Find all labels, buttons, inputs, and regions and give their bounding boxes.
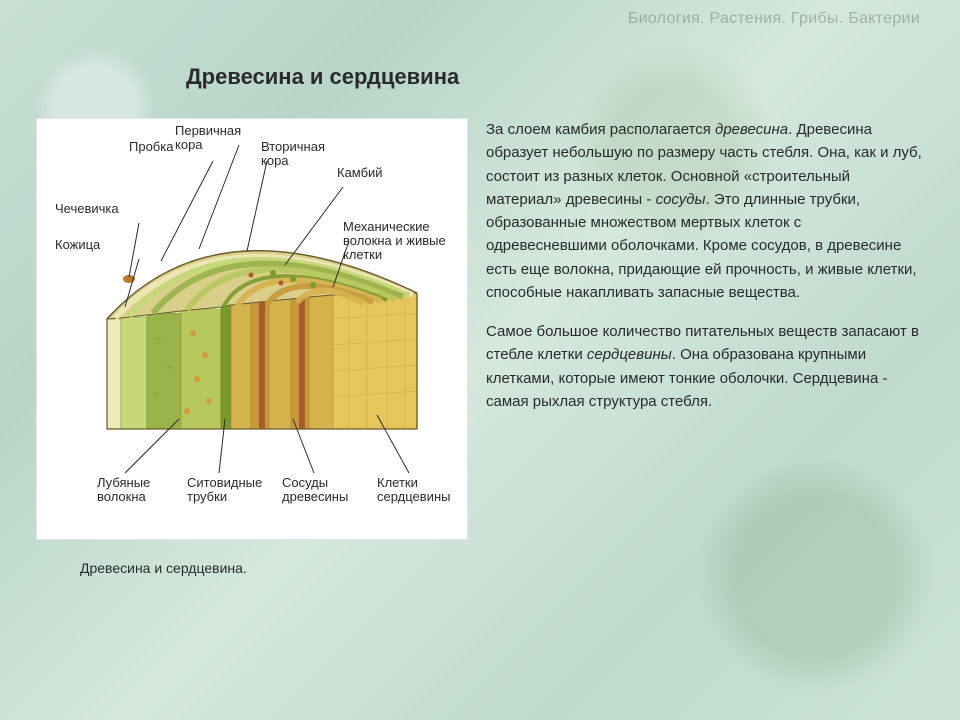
- diagram-label: Механическиеволокна и живыеклетки: [343, 219, 446, 262]
- body-text: За слоем камбия располагается древесина.…: [486, 118, 926, 429]
- breadcrumb: Биология. Растения. Грибы. Бактерии: [628, 10, 920, 28]
- diagram-label: Первичнаякора: [175, 123, 241, 152]
- diagram-label: Камбий: [337, 165, 383, 180]
- diagram-label: Ситовидныетрубки: [187, 475, 262, 504]
- stem-cross-section-diagram: Чечевичка Кожица ПробкаПервичнаякора Вторич…: [37, 119, 467, 539]
- diagram-label: Сосудыдревесины: [282, 475, 348, 504]
- diagram-label: Вторичнаякора: [261, 139, 325, 168]
- diagram-label: Клеткисердцевины: [377, 475, 450, 504]
- diagram-label: Лубяныеволокна: [97, 475, 150, 504]
- diagram-label: Чечевичка: [55, 201, 119, 216]
- diagram-label: Пробка: [129, 139, 174, 154]
- paragraph: Самое большое количество питательных вещ…: [486, 320, 926, 413]
- diagram-label: Кожица: [55, 237, 101, 252]
- figure-caption: Древесина и сердцевина.: [80, 560, 247, 576]
- slide-title: Древесина и сердцевина: [186, 64, 459, 90]
- diagram-figure: Чечевичка Кожица ПробкаПервичнаякора Вторич…: [36, 118, 468, 540]
- paragraph: За слоем камбия располагается древесина.…: [486, 118, 926, 304]
- slide-root: Биология. Растения. Грибы. Бактерии Древ…: [0, 0, 960, 720]
